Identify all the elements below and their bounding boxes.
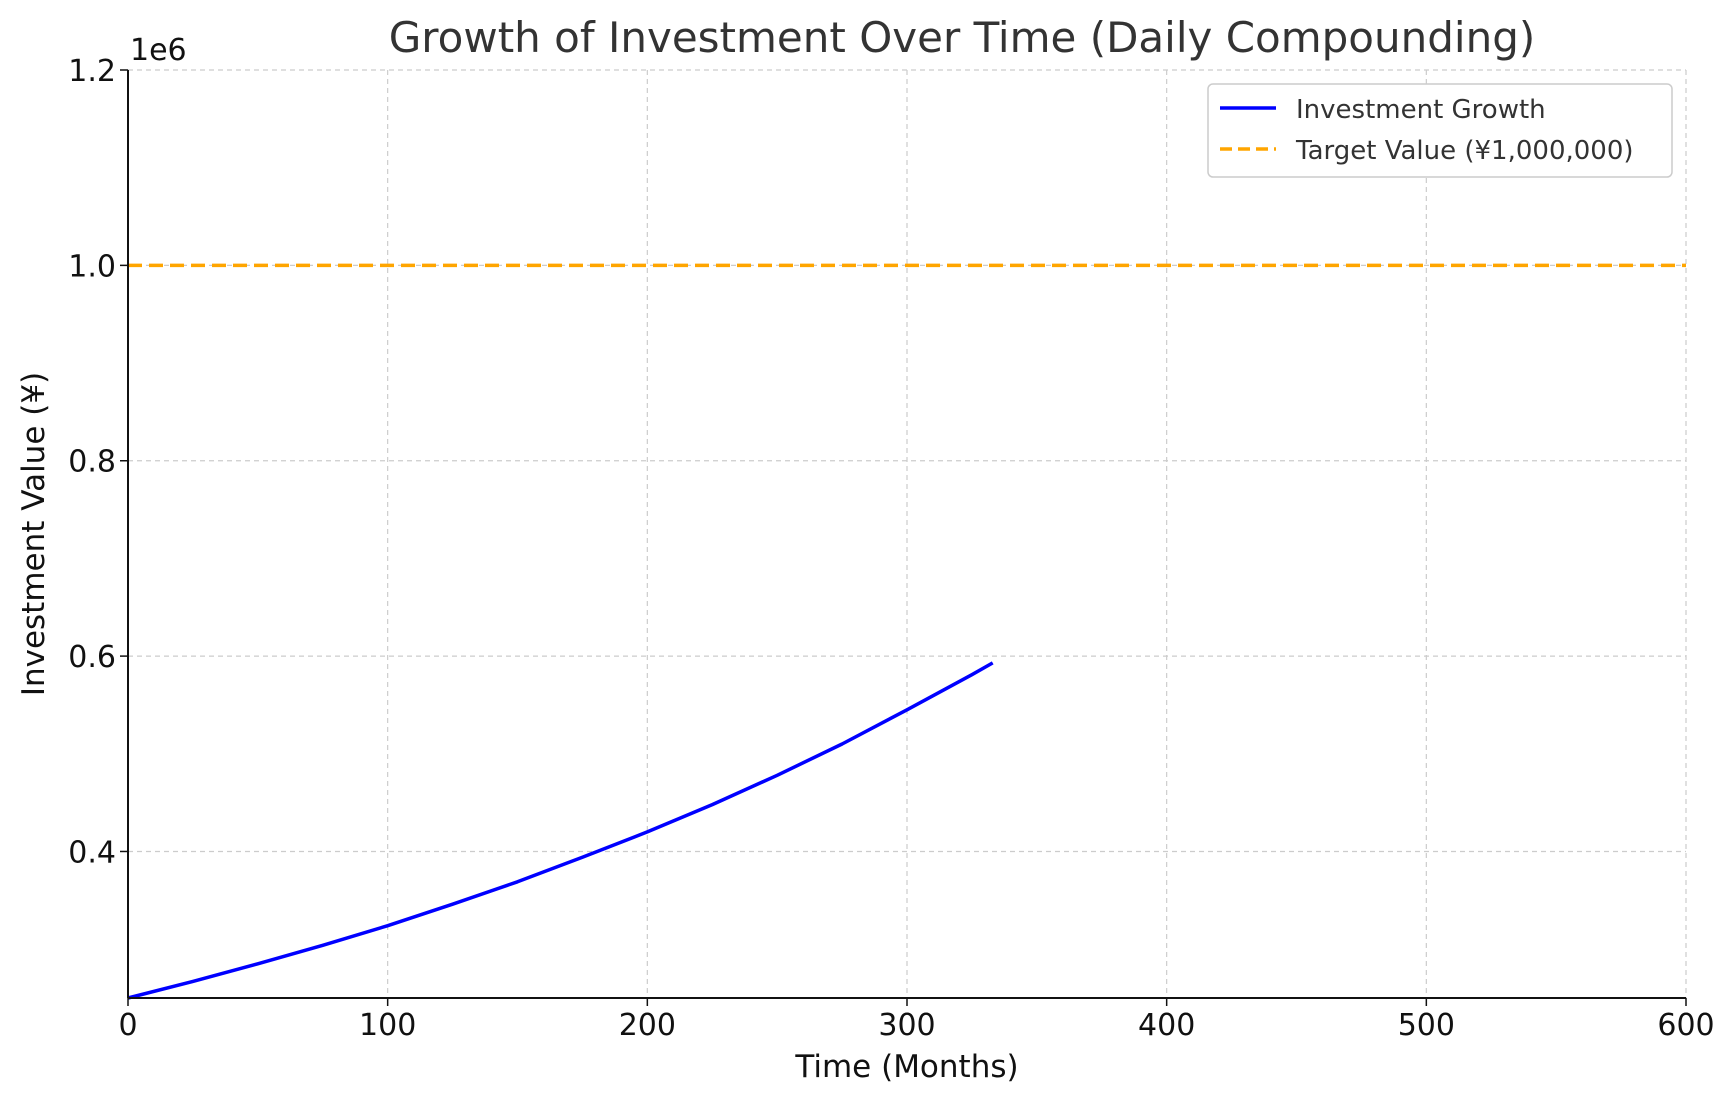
y-tick-label: 0.4 — [68, 835, 116, 870]
y-tick-label: 1.0 — [68, 249, 116, 284]
chart-title: Growth of Investment Over Time (Daily Co… — [389, 13, 1536, 62]
y-ticks: 0.4 0.6 0.8 1.0 1.2 — [68, 54, 128, 870]
x-ticks: 0 100 200 300 400 500 600 — [118, 998, 1715, 1043]
x-tick-label: 400 — [1138, 1008, 1195, 1043]
x-tick-label: 500 — [1398, 1008, 1455, 1043]
x-tick-label: 300 — [878, 1008, 935, 1043]
x-tick-label: 600 — [1657, 1008, 1714, 1043]
y-multiplier-label: 1e6 — [130, 33, 187, 68]
grid — [127, 69, 1687, 998]
x-axis-label: Time (Months) — [794, 1049, 1018, 1085]
legend-box — [1207, 83, 1673, 178]
y-tick-label: 1.2 — [68, 54, 116, 89]
y-axis-label: Investment Value (¥) — [16, 372, 52, 696]
x-tick-label: 200 — [619, 1008, 676, 1043]
y-tick-label: 0.6 — [68, 640, 116, 675]
x-tick-label: 0 — [118, 1008, 137, 1043]
legend-entry-investment-growth: Investment Growth — [1296, 95, 1546, 125]
legend: Investment Growth Target Value (¥1,000,0… — [1207, 83, 1673, 178]
series-layer — [127, 263, 1686, 1000]
investment-growth-line — [127, 661, 994, 1000]
legend-entry-target-value: Target Value (¥1,000,000) — [1295, 136, 1634, 166]
y-tick-label: 0.8 — [68, 445, 116, 480]
x-tick-label: 100 — [359, 1008, 416, 1043]
